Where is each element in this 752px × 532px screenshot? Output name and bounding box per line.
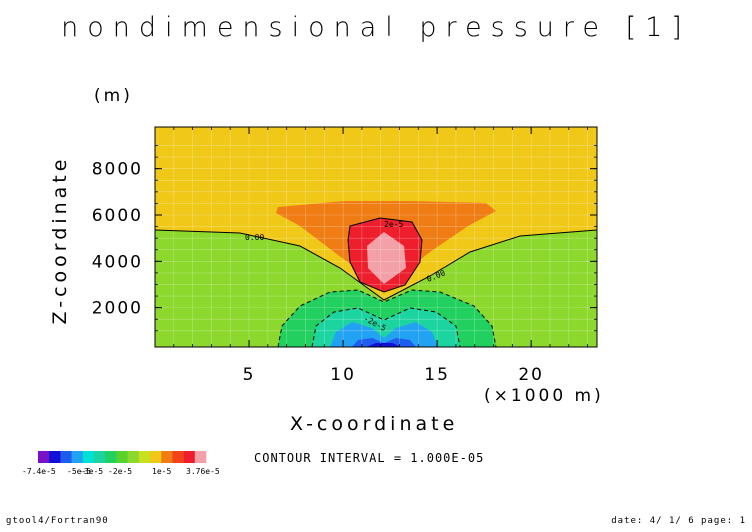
colorbar-tick-1: -3e-5 <box>79 467 103 476</box>
contour-positive <box>347 217 423 293</box>
x-tick-label: 15 <box>424 365 450 385</box>
contour-negative <box>311 307 461 347</box>
chart-title: nondimensional pressure [1] <box>61 12 691 43</box>
colorbar-tick-3: 1e-5 <box>152 467 171 476</box>
contour-fill-layer <box>155 127 597 347</box>
contour-zero <box>155 229 597 301</box>
plot-frame <box>154 126 598 348</box>
colorbar-swatch <box>38 451 50 463</box>
colorbar-min-label: -7.4e-5 <box>22 467 56 476</box>
colorbar-swatch <box>116 451 128 463</box>
contour-label-positive: 2e-5 <box>384 220 403 229</box>
x-axis-unit: (×1000 m) <box>484 386 604 406</box>
grid-lines <box>155 127 597 347</box>
contour-label-zero-left: 0.00 <box>245 233 264 242</box>
fill-cyan <box>330 322 438 347</box>
colorbar-tick-0: -5e-5 <box>67 467 91 476</box>
colorbar-swatch <box>82 451 95 463</box>
colorbar-swatch <box>105 451 117 463</box>
x-tick-label: 5 <box>243 365 256 385</box>
colorbar-swatch <box>161 451 173 463</box>
footer-left: gtool4/Fortran90 <box>6 516 109 526</box>
colorbar-tick-2: -2e-5 <box>108 467 132 476</box>
colorbar-swatch <box>172 451 184 463</box>
contour-interval-text: CONTOUR INTERVAL = 1.000E-05 <box>254 451 485 465</box>
colorbar-swatch <box>150 451 162 463</box>
y-tick-label: 6000 <box>92 206 143 226</box>
fill-deep-blue <box>366 343 402 347</box>
colorbar-swatch <box>94 451 106 463</box>
y-axis-unit: (m) <box>94 86 133 106</box>
colorbar-swatch <box>194 451 207 463</box>
colorbar-swatch <box>49 451 61 463</box>
y-tick-label: 2000 <box>92 299 143 319</box>
colorbar-swatch <box>71 451 84 463</box>
colorbar-swatch <box>138 451 151 463</box>
x-tick-label: 10 <box>330 365 356 385</box>
fill-pink-core <box>367 232 406 284</box>
colorbar-max-label: 3.76e-5 <box>186 467 220 476</box>
colorbar-labels: -7.4e-5 -5e-5 -3e-5 -2e-5 1e-5 3.76e-5 <box>22 467 220 476</box>
y-tick-label: 8000 <box>92 160 143 180</box>
colorbar-swatch <box>127 451 140 463</box>
x-axis-label: X-coordinate <box>290 413 459 435</box>
fill-lower-green <box>155 230 597 347</box>
colorbar-swatch <box>60 451 72 463</box>
x-tick-label: 20 <box>518 365 544 385</box>
axis-ticks <box>155 127 597 347</box>
fill-blue <box>352 338 416 347</box>
footer-right: date: 4/ 1/ 6 page: 1 <box>611 516 746 526</box>
colorbar <box>38 451 207 463</box>
y-tick-label: 4000 <box>92 252 143 272</box>
axis-tick-labels: 5 10 15 20 2000 4000 6000 8000 <box>92 160 544 385</box>
colorbar-swatch <box>183 451 196 463</box>
